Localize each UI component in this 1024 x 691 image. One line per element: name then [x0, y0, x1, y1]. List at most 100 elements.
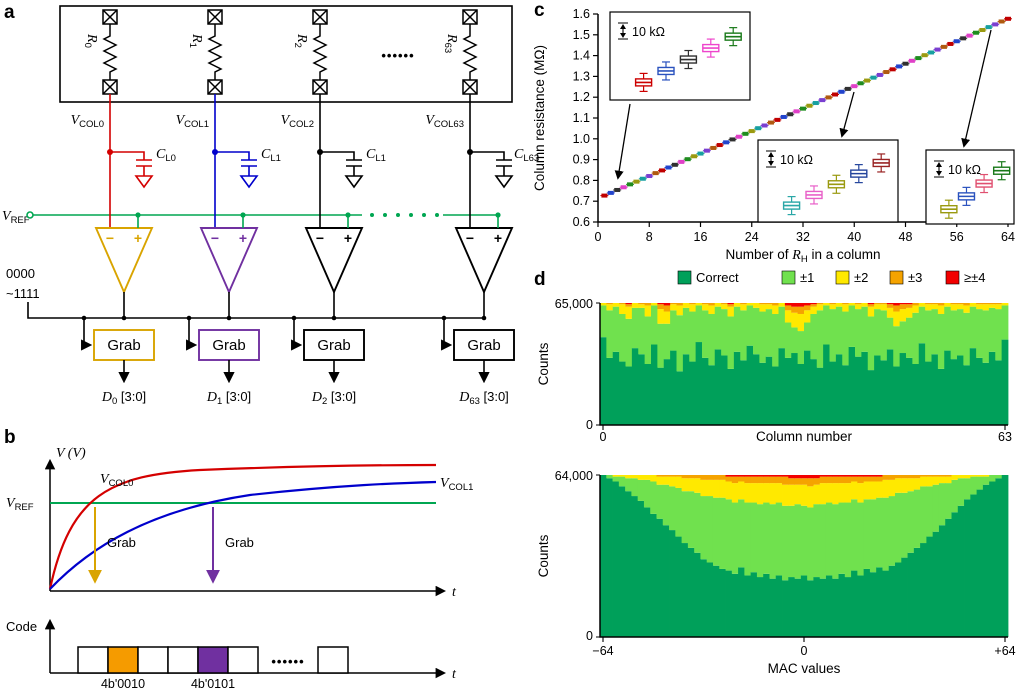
bar-segment	[750, 483, 758, 503]
bar-segment	[976, 304, 983, 310]
resistance-box	[838, 89, 845, 94]
bar-segment	[912, 305, 920, 313]
bar-segment	[727, 316, 735, 369]
bar-segment	[753, 303, 760, 308]
bar-segment	[907, 475, 915, 479]
bar-segment	[816, 367, 824, 425]
bar-segment	[925, 304, 932, 311]
ground-icon	[495, 175, 513, 188]
bar-segment	[874, 303, 881, 305]
bar-segment	[600, 303, 607, 306]
resistance-box	[793, 109, 800, 114]
bar-segment	[756, 476, 764, 484]
bar-segment	[689, 361, 697, 425]
resistance-box	[928, 50, 935, 55]
bar-segment	[918, 343, 926, 425]
bar-segment	[625, 491, 632, 637]
bar-segment	[744, 483, 752, 503]
scale-label: 10 kΩ	[780, 153, 813, 167]
x-tick-label: 56	[950, 230, 964, 244]
resistance-box	[985, 25, 992, 30]
resistance-box	[870, 75, 877, 80]
bar-segment	[810, 359, 818, 425]
resistance-box	[819, 98, 826, 103]
bar-segment	[731, 476, 739, 484]
bar-segment	[969, 303, 977, 307]
bar-segment	[832, 476, 839, 484]
resistance-box	[787, 112, 794, 117]
bar-segment	[920, 476, 927, 487]
r2-label: R2	[292, 33, 309, 48]
resistance-box	[825, 95, 832, 100]
bar-segment	[763, 573, 770, 637]
bar-segment	[810, 306, 818, 314]
y-tick-label: 1.1	[573, 111, 590, 125]
bot-x-axis-title: MAC values	[768, 661, 841, 676]
resistance-box	[735, 134, 742, 139]
bar-segment	[765, 356, 773, 425]
bar-segment	[832, 475, 839, 477]
panel-c-resistance-plot: c 0.6 0.7 0.8 0.9 1.0 1.1 1.2 1.3 1.4 1.5 1.6 0 8 16 2…	[532, 0, 1015, 265]
bar-segment	[988, 303, 996, 305]
bar-segment	[835, 306, 843, 355]
bar-segment	[681, 475, 689, 479]
bar-segment	[869, 476, 877, 482]
bar-segment	[663, 303, 671, 306]
x-tick-label: 32	[796, 230, 810, 244]
y-tick-label: 1.0	[573, 132, 590, 146]
bar-segment	[689, 304, 697, 312]
bar-segment	[886, 317, 894, 350]
bar-segment	[937, 305, 945, 314]
bar-segment	[816, 303, 824, 305]
bar-segment	[746, 345, 754, 425]
bar-segment	[740, 303, 748, 305]
bar-segment	[778, 303, 786, 307]
minus-sign: −	[211, 230, 219, 246]
legend-swatch	[889, 270, 904, 285]
bar-segment	[662, 484, 670, 526]
bar-segment	[727, 368, 735, 425]
resistance-box	[780, 114, 787, 119]
bar-segment	[857, 483, 865, 503]
bar-segment	[651, 305, 658, 345]
bar-segment	[708, 313, 716, 366]
bar-segment	[982, 476, 990, 485]
panel-d-label: d	[534, 269, 546, 290]
bar-segment	[740, 310, 748, 361]
bar-segment	[606, 304, 614, 311]
bar-segment	[784, 322, 792, 358]
grab-time-label-1: Grab	[225, 535, 254, 550]
bar-segment	[712, 479, 720, 498]
x-tick-label: 64	[1001, 230, 1015, 244]
bar-segment	[835, 354, 843, 425]
bar-segment	[797, 364, 805, 425]
bar-segment	[895, 492, 902, 563]
resistance-box	[639, 176, 646, 181]
bar-segment	[612, 481, 620, 637]
resistor-array-box	[59, 5, 513, 103]
resistance-box	[729, 137, 736, 142]
bar-segment	[945, 483, 952, 519]
bar-segment	[970, 494, 978, 637]
y-tick-label: 0.9	[573, 153, 590, 167]
bar-segment	[725, 499, 733, 571]
bar-segment	[867, 370, 875, 425]
bar-segment	[876, 476, 883, 482]
plus-sign: +	[134, 230, 142, 246]
bar-segment	[893, 305, 901, 312]
bar-segment	[643, 479, 651, 508]
bar-segment	[982, 475, 990, 477]
bar-segment	[763, 502, 770, 574]
top-y-axis-title: Counts	[536, 342, 551, 385]
bar-segment	[920, 486, 927, 544]
vref-label: VREF	[2, 209, 30, 226]
scale-arrow-icon	[620, 24, 626, 38]
bar-segment	[719, 497, 726, 569]
bar-segment	[982, 362, 990, 425]
bar-segment	[631, 496, 639, 637]
bar-segment	[931, 309, 939, 355]
bar-segment	[721, 303, 728, 305]
bar-segment	[651, 344, 658, 425]
legend-swatch	[781, 270, 796, 285]
bar-segment	[899, 303, 907, 305]
